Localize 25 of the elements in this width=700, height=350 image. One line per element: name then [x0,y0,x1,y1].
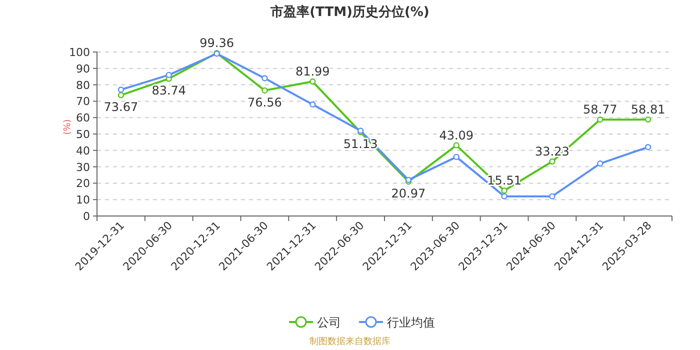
legend-label: 公司 [317,316,341,330]
y-tick-label: 0 [83,210,90,223]
y-tick-label: 30 [76,160,90,174]
data-label: 99.36 [200,36,234,50]
y-tick-label: 70 [76,95,90,108]
y-tick-label: 90 [76,62,90,76]
y-tick-label: 10 [76,194,90,207]
legend-label: 行业均值 [387,316,435,330]
data-label: 58.77 [582,102,618,117]
y-tick-label: 60 [76,112,90,125]
y-tick-label: 50 [76,128,90,141]
data-label: 73.67 [104,100,138,114]
chart-title: 市盈率(TTM)历史分位(%) [270,4,430,20]
text: 制图数据来自数据库 [310,336,390,347]
data-label: 76.56 [248,95,282,110]
y-axis-title: (%) [63,119,73,135]
y-tick-label: 80 [76,78,90,92]
data-label: 83.74 [152,84,186,98]
y-tick-label: 100 [69,46,90,59]
data-label: 20.97 [391,186,426,201]
data-label: 43.09 [439,128,474,142]
data-label: 58.81 [630,102,666,117]
y-tick-label: 40 [76,144,90,158]
y-tick-label: 20 [76,177,90,190]
data-label: 81.99 [295,64,330,79]
